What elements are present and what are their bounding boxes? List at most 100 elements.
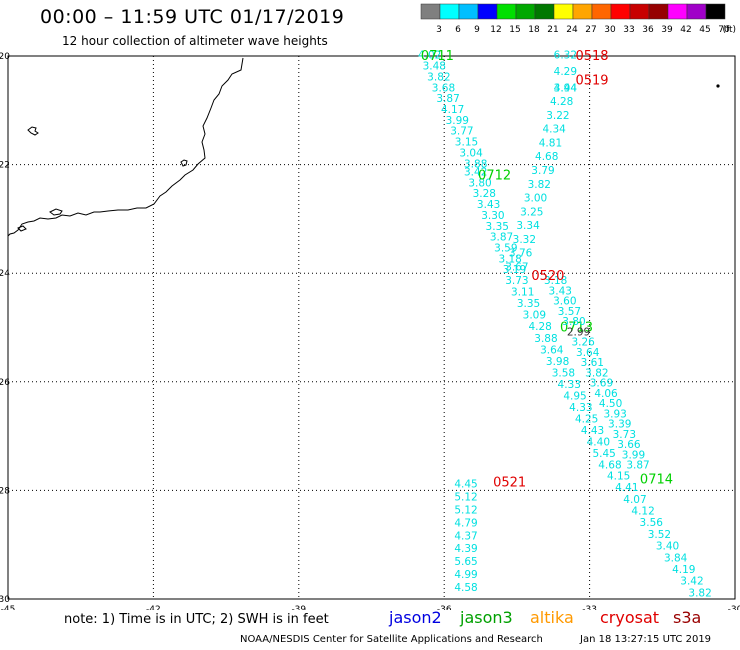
- wave-height-value: 3.61: [581, 357, 604, 369]
- wave-height-value: 3.67: [505, 261, 528, 273]
- wave-height-value: 3.88: [464, 158, 487, 170]
- wave-height-value: 3.42: [464, 166, 487, 178]
- wave-height-value: 4.33: [558, 379, 581, 391]
- track-0712: 3.423.803.283.433.303.353.873.593.183.19…: [464, 166, 526, 276]
- colorbar-label: 3: [436, 25, 442, 35]
- colorbar-label: 12: [490, 25, 501, 35]
- wave-height-value: 3.28: [473, 188, 496, 200]
- wave-height-value: 3.87: [490, 232, 513, 244]
- latitude-tick-label: -20: [0, 52, 10, 62]
- longitude-tick-label: -36: [437, 605, 452, 610]
- wave-height-value: 4.45: [454, 479, 477, 491]
- track-label: 0711: [421, 49, 454, 64]
- wave-height-value: 3.88: [534, 333, 557, 345]
- wave-height-value: 3.11: [511, 287, 534, 299]
- wave-height-value: 3.82: [688, 587, 711, 599]
- wave-height-value: 4.02: [418, 50, 441, 62]
- track-label: 0713: [560, 321, 593, 336]
- credit-line: NOAA/NESDIS Center for Satellite Applica…: [240, 634, 543, 645]
- wave-height-value: 4.25: [575, 414, 598, 426]
- wave-height-value: 3.42: [680, 576, 703, 588]
- latitude-tick-label: -22: [0, 161, 10, 171]
- wave-height-value: 4.19: [672, 564, 695, 576]
- wave-height-value: 4.29: [554, 66, 577, 78]
- longitude-tick-label: -39: [291, 605, 306, 610]
- colorbar-label: 39: [661, 25, 673, 35]
- colorbar-unit: (ft): [722, 25, 736, 35]
- track-label: 0712: [478, 168, 511, 183]
- island-dot: [716, 84, 720, 88]
- longitude-tick-label: -30: [728, 605, 740, 610]
- wave-height-value: 3.80: [562, 316, 585, 328]
- wave-height-value: 3.32: [513, 234, 536, 246]
- wave-height-value: 4.81: [539, 137, 562, 149]
- legend-altika: altika: [530, 608, 574, 627]
- wave-height-value: 3.56: [640, 517, 664, 529]
- latitude-tick-label: -28: [0, 486, 10, 496]
- colorbar-label: 18: [528, 25, 540, 35]
- track-0520: 3.183.433.603.573.802.993.263.643.613.82…: [531, 269, 649, 472]
- legend-jason2: jason2: [389, 608, 442, 627]
- wave-height-value: 3.39: [608, 419, 631, 431]
- wave-height-value: 4.06: [594, 388, 618, 400]
- colorbar-label: 6: [455, 25, 461, 35]
- wave-height-value: 3.94: [554, 82, 578, 94]
- wave-height-value: 3.73: [613, 429, 636, 441]
- colorbar-label: 27: [585, 25, 596, 35]
- wave-height-value: 4.33: [569, 402, 592, 414]
- longitude-tick-label: -33: [582, 605, 597, 610]
- wave-height-value: 3.68: [432, 82, 455, 94]
- colorbar-label: 45: [699, 25, 710, 35]
- wave-height-value: 3.58: [552, 367, 575, 379]
- colorbar-label: 42: [680, 25, 691, 35]
- wave-height-value: 3.40: [656, 541, 679, 553]
- wave-height-value: 4.34: [542, 124, 566, 136]
- colorbar-label: 21: [547, 25, 558, 35]
- wave-height-value: 3.15: [455, 137, 478, 149]
- map-subtitle: 12 hour collection of altimeter wave hei…: [62, 34, 328, 48]
- coastline: [7, 57, 244, 237]
- wave-height-value: 4.99: [454, 569, 477, 581]
- colorbar-label: 70: [718, 25, 730, 35]
- wave-height-value: 4.07: [623, 494, 646, 506]
- wave-height-value: 3.48: [423, 61, 446, 73]
- wave-height-value: 3.69: [590, 378, 613, 390]
- wave-height-value: 4.95: [563, 390, 586, 402]
- footer-note: note: 1) Time is in UTC; 2) SWH is in fe…: [64, 612, 329, 627]
- colorbar-label: 24: [566, 25, 578, 35]
- colorbar-label: 15: [509, 25, 520, 35]
- wave-height-value: 3.77: [450, 126, 473, 138]
- wave-height-value: 3.73: [505, 275, 528, 287]
- colorbar: 3 6 9 12 15 18 21 24 27 30 33 36 39 42 45 70(ft): [420, 3, 736, 35]
- track-label: 0520: [531, 269, 564, 284]
- wave-height-value: 3.87: [436, 93, 459, 105]
- legend-cryosat: cryosat: [600, 608, 660, 627]
- latitude-tick-label: -26: [0, 378, 10, 388]
- map-frame: [7, 55, 736, 600]
- longitude-tick-label: -42: [146, 605, 161, 610]
- wave-height-value: 3.93: [603, 408, 626, 420]
- track-0518: 6.32 4.29 4.44 0518: [554, 49, 609, 94]
- wave-height-value: 3.84: [664, 552, 688, 564]
- wave-height-value: 3.52: [648, 529, 671, 541]
- wave-height-value: 2.99: [567, 326, 590, 338]
- wave-height-value: 6.32: [554, 50, 577, 62]
- wave-height-value: 3.64: [540, 344, 564, 356]
- wave-height-value: 3.25: [520, 206, 543, 218]
- wave-height-value: 3.43: [549, 285, 572, 297]
- wave-height-value: 3.18: [498, 253, 521, 265]
- legend-jason3: jason3: [460, 608, 513, 627]
- wave-height-value: 3.22: [546, 110, 569, 122]
- wave-height-value: 4.37: [454, 530, 477, 542]
- wave-height-value: 3.19: [503, 264, 526, 276]
- track-0714: 4.154.414.074.123.563.523.403.844.193.42…: [607, 471, 712, 600]
- wave-height-value: 4.43: [581, 425, 604, 437]
- island-outline: [180, 159, 188, 167]
- wave-height-value: 3.82: [427, 71, 450, 83]
- track-0711: 4.023.483.823.683.874.173.993.773.153.04…: [418, 49, 487, 170]
- track-0713: 3.733.113.353.094.283.883.643.983.584.33…: [505, 275, 621, 472]
- wave-height-value: 4.79: [454, 517, 477, 529]
- colorbar-label: 9: [474, 25, 480, 35]
- wave-height-value: 5.45: [592, 448, 615, 460]
